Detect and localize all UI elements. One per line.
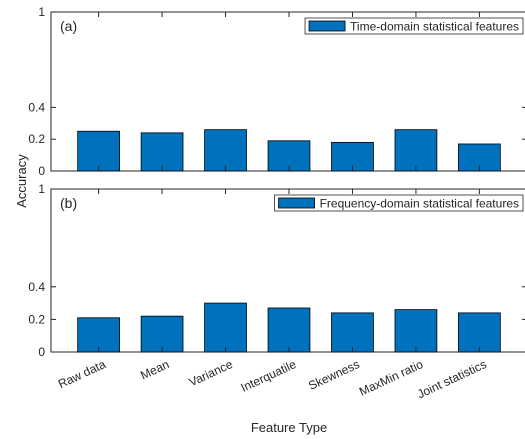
x-tick-label: Skewness	[306, 357, 361, 393]
panel-a-legend-box	[304, 17, 524, 35]
panel-a-bar	[267, 140, 311, 172]
panel-b-bar	[458, 312, 501, 353]
panel-b-bar	[394, 309, 438, 353]
panel-b-bar	[77, 317, 120, 353]
panel-b: 0 0.2 0.4 1 Raw data Mean Variance Interquatile…	[28, 182, 525, 401]
panel-b-ytick-label: 0	[38, 345, 45, 359]
panel-b-bar	[267, 307, 311, 353]
x-tick-label: Mean	[138, 357, 171, 382]
x-axis-title: Feature Type	[251, 420, 327, 435]
panel-a-ytick-label: 0.4	[28, 100, 45, 114]
panel-b-legend-box	[274, 194, 524, 212]
panel-a-bar	[204, 129, 247, 172]
panel-a-ytick-label: 1	[38, 5, 45, 19]
panel-b-ytick-label: 0.4	[28, 280, 45, 294]
panel-b-legend-swatch	[278, 197, 315, 209]
x-tick-label: MaxMin ratio	[357, 357, 425, 399]
panel-a-bar	[140, 132, 184, 172]
panel-b-label: (b)	[60, 195, 77, 211]
x-tick-label: Interquatile	[239, 357, 299, 395]
panel-a: 0 0.2 0.4 1 (a) Time-domain statistical featu…	[28, 5, 525, 178]
panel-a-bar	[394, 129, 438, 172]
panel-a-ytick-label: 0.2	[28, 132, 45, 146]
panel-b-legend-text: Frequency-domain statistical features	[320, 197, 519, 211]
x-tick-label: Raw data	[56, 357, 108, 391]
panel-a-label: (a)	[60, 18, 77, 34]
panel-a-bar	[77, 130, 120, 172]
panel-b-bar	[331, 312, 374, 353]
panel-b-ytick-label: 1	[38, 182, 45, 196]
panel-b-bar	[140, 315, 184, 353]
panel-a-ytick-label: 0	[38, 164, 45, 178]
panel-b-ytick-label: 0.2	[28, 312, 45, 326]
x-tick-label: Variance	[187, 357, 235, 389]
panel-b-bar	[204, 302, 247, 353]
y-axis-title: Accuracy	[14, 154, 29, 208]
panel-a-legend-swatch	[308, 20, 346, 32]
x-tick-label: Joint statistics	[415, 357, 489, 401]
panel-a-legend-text: Time-domain statistical features	[350, 20, 519, 34]
